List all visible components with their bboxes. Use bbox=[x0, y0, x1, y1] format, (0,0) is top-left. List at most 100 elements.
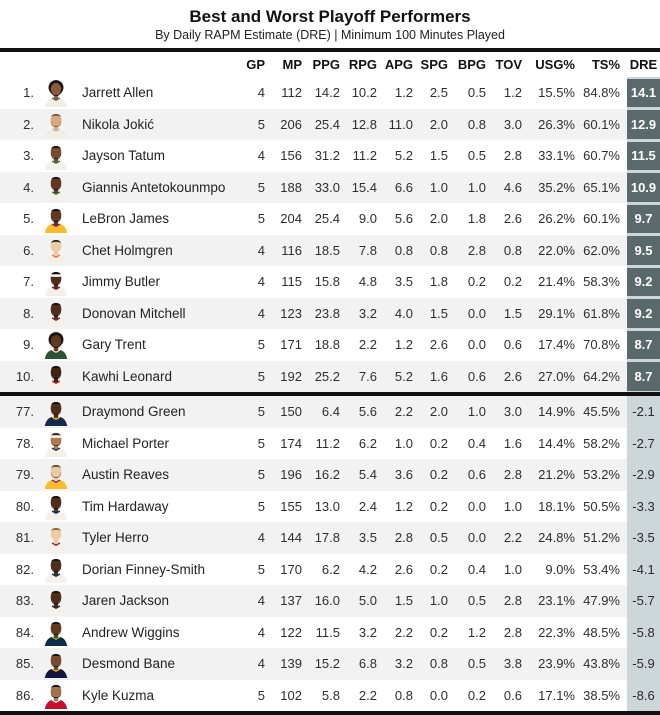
dre-value: -2.7 bbox=[632, 435, 655, 451]
stat-gp: 4 bbox=[257, 85, 265, 101]
stat-ts: 48.5% bbox=[583, 624, 620, 640]
dre-value: 9.5 bbox=[627, 236, 660, 265]
stat-bpg: 0.0 bbox=[467, 337, 486, 353]
divider-bottom bbox=[0, 711, 660, 715]
stat-usg: 17.4% bbox=[538, 337, 575, 353]
dre-cell-wrap: -3.5 bbox=[627, 522, 660, 554]
stat-ts: 43.8% bbox=[583, 656, 620, 672]
divider-top bbox=[0, 48, 660, 52]
player-name: Kyle Kuzma bbox=[82, 687, 155, 703]
stat-gp: 5 bbox=[257, 337, 265, 353]
stat-usg: 14.9% bbox=[538, 404, 575, 420]
stat-tov: 2.6 bbox=[503, 368, 522, 384]
stat-tov: 3.8 bbox=[503, 656, 522, 672]
player-avatar-icon bbox=[34, 522, 78, 554]
col-header-bpg: BPG bbox=[457, 57, 486, 72]
table-row: 1. Jarrett Allen 4 112 14.2 10.2 1.2 2.5 0.5 1.2 1… bbox=[0, 77, 660, 109]
stat-bpg: 0.4 bbox=[467, 435, 486, 451]
stat-ts: 51.2% bbox=[583, 530, 620, 546]
stat-bpg: 0.6 bbox=[467, 368, 486, 384]
stat-tov: 0.8 bbox=[503, 242, 522, 258]
stat-rpg: 12.8 bbox=[351, 116, 377, 132]
player-avatar-icon bbox=[34, 554, 78, 586]
stat-apg: 5.2 bbox=[394, 148, 413, 164]
player-avatar-icon bbox=[34, 585, 78, 617]
player-name: Jimmy Butler bbox=[82, 274, 161, 290]
stat-rpg: 7.6 bbox=[358, 368, 377, 384]
stat-ppg: 16.0 bbox=[314, 593, 340, 609]
stat-usg: 33.1% bbox=[538, 148, 575, 164]
stat-rpg: 15.4 bbox=[351, 179, 377, 195]
dre-cell-wrap: -3.3 bbox=[627, 490, 660, 522]
dre-value: -2.9 bbox=[632, 467, 655, 483]
stat-spg: 2.0 bbox=[429, 116, 448, 132]
player-rank: 10. bbox=[15, 368, 34, 384]
dre-value: 8.7 bbox=[627, 330, 660, 359]
player-name: Jaren Jackson bbox=[82, 593, 170, 609]
stat-gp: 5 bbox=[257, 211, 265, 227]
stat-apg: 6.6 bbox=[394, 179, 413, 195]
stat-rpg: 6.2 bbox=[358, 435, 377, 451]
stat-apg: 5.2 bbox=[394, 368, 413, 384]
stat-ppg: 17.8 bbox=[314, 530, 340, 546]
dre-value: 10.9 bbox=[627, 173, 660, 202]
stat-apg: 1.2 bbox=[394, 337, 413, 353]
stat-apg: 4.0 bbox=[394, 305, 413, 321]
stat-bpg: 0.6 bbox=[467, 467, 486, 483]
player-rank: 8. bbox=[23, 305, 34, 321]
stat-usg: 9.0% bbox=[545, 561, 575, 577]
stat-spg: 1.5 bbox=[429, 305, 448, 321]
stat-usg: 15.5% bbox=[538, 85, 575, 101]
stat-spg: 2.5 bbox=[429, 85, 448, 101]
dre-cell-wrap: 12.9 bbox=[627, 108, 660, 140]
stat-spg: 0.5 bbox=[429, 530, 448, 546]
stat-ts: 53.2% bbox=[583, 467, 620, 483]
stat-rpg: 7.8 bbox=[358, 242, 377, 258]
player-rank: 9. bbox=[23, 337, 34, 353]
stat-ppg: 11.5 bbox=[315, 624, 340, 640]
stat-spg: 0.2 bbox=[429, 561, 448, 577]
stat-ppg: 6.2 bbox=[321, 561, 340, 577]
dre-value: 12.9 bbox=[627, 110, 660, 139]
stat-ppg: 25.2 bbox=[314, 368, 340, 384]
player-name: Donovan Mitchell bbox=[82, 305, 186, 321]
stat-apg: 0.8 bbox=[394, 687, 413, 703]
dre-value: -5.9 bbox=[632, 656, 655, 672]
player-avatar-icon bbox=[34, 140, 78, 172]
player-rank: 86. bbox=[15, 687, 34, 703]
stat-gp: 4 bbox=[257, 656, 265, 672]
stat-tov: 0.2 bbox=[503, 274, 522, 290]
stat-tov: 2.8 bbox=[503, 148, 522, 164]
stat-usg: 22.0% bbox=[538, 242, 575, 258]
stat-ppg: 16.2 bbox=[314, 467, 340, 483]
dre-cell-wrap: 9.7 bbox=[627, 203, 660, 235]
stat-mp: 112 bbox=[281, 85, 302, 101]
player-avatar-icon bbox=[34, 172, 78, 204]
stat-ppg: 14.2 bbox=[314, 85, 340, 101]
player-rank: 83. bbox=[15, 593, 34, 609]
stat-mp: 204 bbox=[280, 211, 302, 227]
stat-rpg: 2.2 bbox=[358, 687, 377, 703]
stat-apg: 1.2 bbox=[394, 85, 413, 101]
stat-apg: 3.2 bbox=[394, 656, 413, 672]
dre-value: -4.1 bbox=[632, 561, 655, 577]
stat-apg: 2.2 bbox=[394, 624, 413, 640]
dre-value: 8.7 bbox=[627, 362, 660, 391]
dre-cell-wrap: -5.9 bbox=[627, 648, 660, 680]
stat-tov: 1.0 bbox=[503, 561, 522, 577]
stat-spg: 0.2 bbox=[429, 624, 448, 640]
table-row: 10. Kawhi Leonard 5 192 25.2 7.6 5.2 1.6 0.6 2.6 2… bbox=[0, 360, 660, 392]
player-name: Nikola Jokić bbox=[82, 116, 155, 132]
dre-gap bbox=[620, 490, 627, 522]
stat-mp: 137 bbox=[280, 593, 302, 609]
stat-spg: 2.6 bbox=[429, 337, 448, 353]
dre-gap bbox=[620, 522, 627, 554]
stat-mp: 102 bbox=[280, 687, 302, 703]
table-row: 84. Andrew Wiggins 4 122 11.5 3.2 2.2 0.2 1.2 2.8… bbox=[0, 616, 660, 648]
stat-apg: 3.5 bbox=[394, 274, 413, 290]
dre-value: 14.1 bbox=[627, 78, 660, 107]
player-avatar-icon bbox=[34, 648, 78, 680]
stat-bpg: 0.5 bbox=[467, 593, 486, 609]
player-rank: 85. bbox=[15, 656, 34, 672]
stat-ppg: 25.4 bbox=[314, 211, 340, 227]
